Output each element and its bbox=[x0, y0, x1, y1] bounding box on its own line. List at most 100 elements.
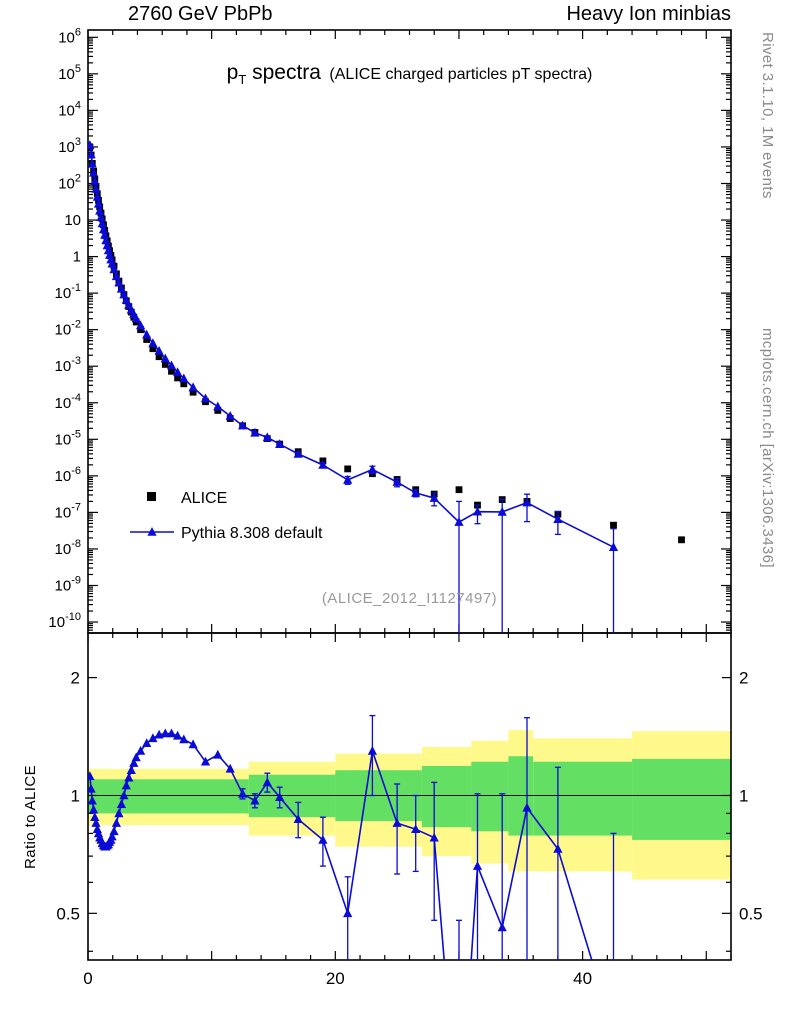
pythia-marker bbox=[188, 382, 198, 392]
inner-band-segment bbox=[421, 765, 472, 828]
pythia-marker bbox=[111, 271, 121, 281]
pythia-ratio-series bbox=[88, 714, 617, 960]
ratio-marker bbox=[200, 756, 211, 766]
title-main-text: spectra bbox=[246, 61, 321, 84]
inner-band-segment bbox=[632, 758, 731, 840]
pythia-line bbox=[89, 144, 614, 548]
pythia-marker bbox=[318, 460, 328, 469]
pythia-marker bbox=[293, 448, 303, 458]
ratio-marker bbox=[131, 752, 141, 762]
header-beam-energy: 2760 GeV PbPb bbox=[128, 3, 273, 25]
ratio-marker bbox=[109, 826, 119, 836]
ratio-marker bbox=[148, 733, 158, 743]
pythia-marker bbox=[454, 517, 464, 526]
pythia-marker bbox=[392, 477, 402, 486]
pythia-marker bbox=[472, 506, 483, 516]
y-tick-label: 10-3 bbox=[55, 355, 81, 375]
axes bbox=[87, 29, 732, 961]
alice-series bbox=[88, 143, 685, 544]
ratio-marker bbox=[188, 739, 198, 749]
pt-symbol-letter: p bbox=[226, 61, 239, 84]
ratio-marker bbox=[318, 834, 328, 844]
pythia-marker bbox=[553, 514, 563, 523]
pt-subscript: T bbox=[238, 72, 247, 88]
ratio-marker bbox=[91, 818, 101, 827]
ratio-marker bbox=[429, 832, 439, 842]
y-tick-label: 10-8 bbox=[55, 538, 81, 558]
alice-marker bbox=[168, 367, 175, 375]
pythia-marker bbox=[213, 401, 223, 411]
legend: ALICE Pythia 8.308 default bbox=[130, 490, 323, 542]
pythia-marker bbox=[95, 205, 105, 215]
pythia-marker bbox=[101, 235, 111, 245]
pythia-marker bbox=[96, 212, 106, 221]
alice-marker bbox=[344, 465, 352, 473]
ratio-marker bbox=[121, 780, 131, 790]
ratio-marker bbox=[166, 728, 177, 738]
alice-marker bbox=[155, 353, 163, 361]
y-tick-label: 10-5 bbox=[55, 428, 81, 448]
y-tick-label: 102 bbox=[58, 173, 81, 193]
y-tick-label: 10-10 bbox=[48, 611, 81, 631]
pythia-marker bbox=[97, 218, 107, 228]
ratio-marker bbox=[293, 814, 303, 823]
pythia-marker bbox=[154, 346, 164, 355]
ratio-tick-label: 0.5 bbox=[739, 904, 763, 923]
pythia-marker bbox=[343, 474, 353, 484]
ratio-tick-label: 1 bbox=[71, 787, 80, 806]
pythia-marker bbox=[429, 493, 439, 502]
ratio-marker bbox=[497, 922, 507, 932]
pythia-marker bbox=[103, 245, 113, 255]
y-tick-label: 10 bbox=[64, 212, 81, 229]
ratio-marker bbox=[411, 824, 421, 833]
legend-marker-alice bbox=[147, 492, 156, 501]
pythia-marker bbox=[92, 191, 102, 201]
ratio-marker bbox=[367, 745, 377, 755]
pythia-marker bbox=[100, 230, 110, 239]
ratio-marker bbox=[89, 804, 99, 814]
ratio-marker bbox=[553, 844, 563, 853]
pythia-marker bbox=[90, 176, 100, 185]
y-tick-label: 10-7 bbox=[55, 501, 81, 521]
pythia-marker bbox=[238, 420, 248, 430]
pythia-marker bbox=[608, 542, 619, 551]
ratio-marker bbox=[238, 788, 248, 798]
x-tick-label: 40 bbox=[573, 969, 592, 988]
y-tick-label: 106 bbox=[58, 26, 81, 46]
analysis-id-watermark: (ALICE_2012_I1127497) bbox=[321, 590, 498, 607]
pythia-marker bbox=[131, 313, 141, 323]
title-detail-text: (ALICE charged particles pT spectra) bbox=[329, 66, 593, 83]
y-tick-label: 10-4 bbox=[55, 392, 81, 412]
y-tick-label: 10-6 bbox=[55, 465, 81, 485]
pythia-marker bbox=[91, 184, 101, 193]
ratio-marker bbox=[126, 765, 136, 774]
ratio-tick-label: 2 bbox=[739, 669, 748, 688]
alice-marker bbox=[455, 486, 463, 494]
pythia-marker bbox=[200, 393, 211, 403]
ratio-tick-label: 0.5 bbox=[56, 904, 80, 923]
ratio-tick-label: 2 bbox=[71, 669, 80, 688]
pythia-marker bbox=[89, 167, 99, 177]
ratio-marker bbox=[136, 745, 146, 755]
ratio-marker bbox=[119, 790, 129, 800]
pythia-marker bbox=[522, 497, 532, 507]
pythia-marker bbox=[109, 264, 119, 274]
pythia-marker bbox=[88, 149, 96, 159]
pt-symbol: pT spectra bbox=[226, 61, 321, 88]
y-tick-label: 103 bbox=[58, 136, 81, 156]
x-tick-label: 0 bbox=[83, 969, 92, 988]
ratio-marker bbox=[88, 795, 97, 805]
alice-marker bbox=[678, 536, 685, 544]
pythia-marker bbox=[411, 487, 421, 497]
alice-marker bbox=[143, 336, 151, 343]
legend-marker-pythia bbox=[147, 527, 157, 536]
pythia-marker bbox=[173, 367, 183, 377]
uncertainty-bands bbox=[88, 730, 731, 880]
mcplots-arxiv-vertical-label: mcplots.cern.ch [arXiv:1306.3436] bbox=[759, 328, 776, 568]
ratio-marker bbox=[392, 818, 402, 827]
ratio-marker bbox=[142, 738, 152, 747]
alice-marker bbox=[137, 326, 144, 334]
alice-marker bbox=[610, 521, 617, 529]
pythia-marker bbox=[88, 140, 95, 149]
main-frame bbox=[87, 29, 732, 634]
